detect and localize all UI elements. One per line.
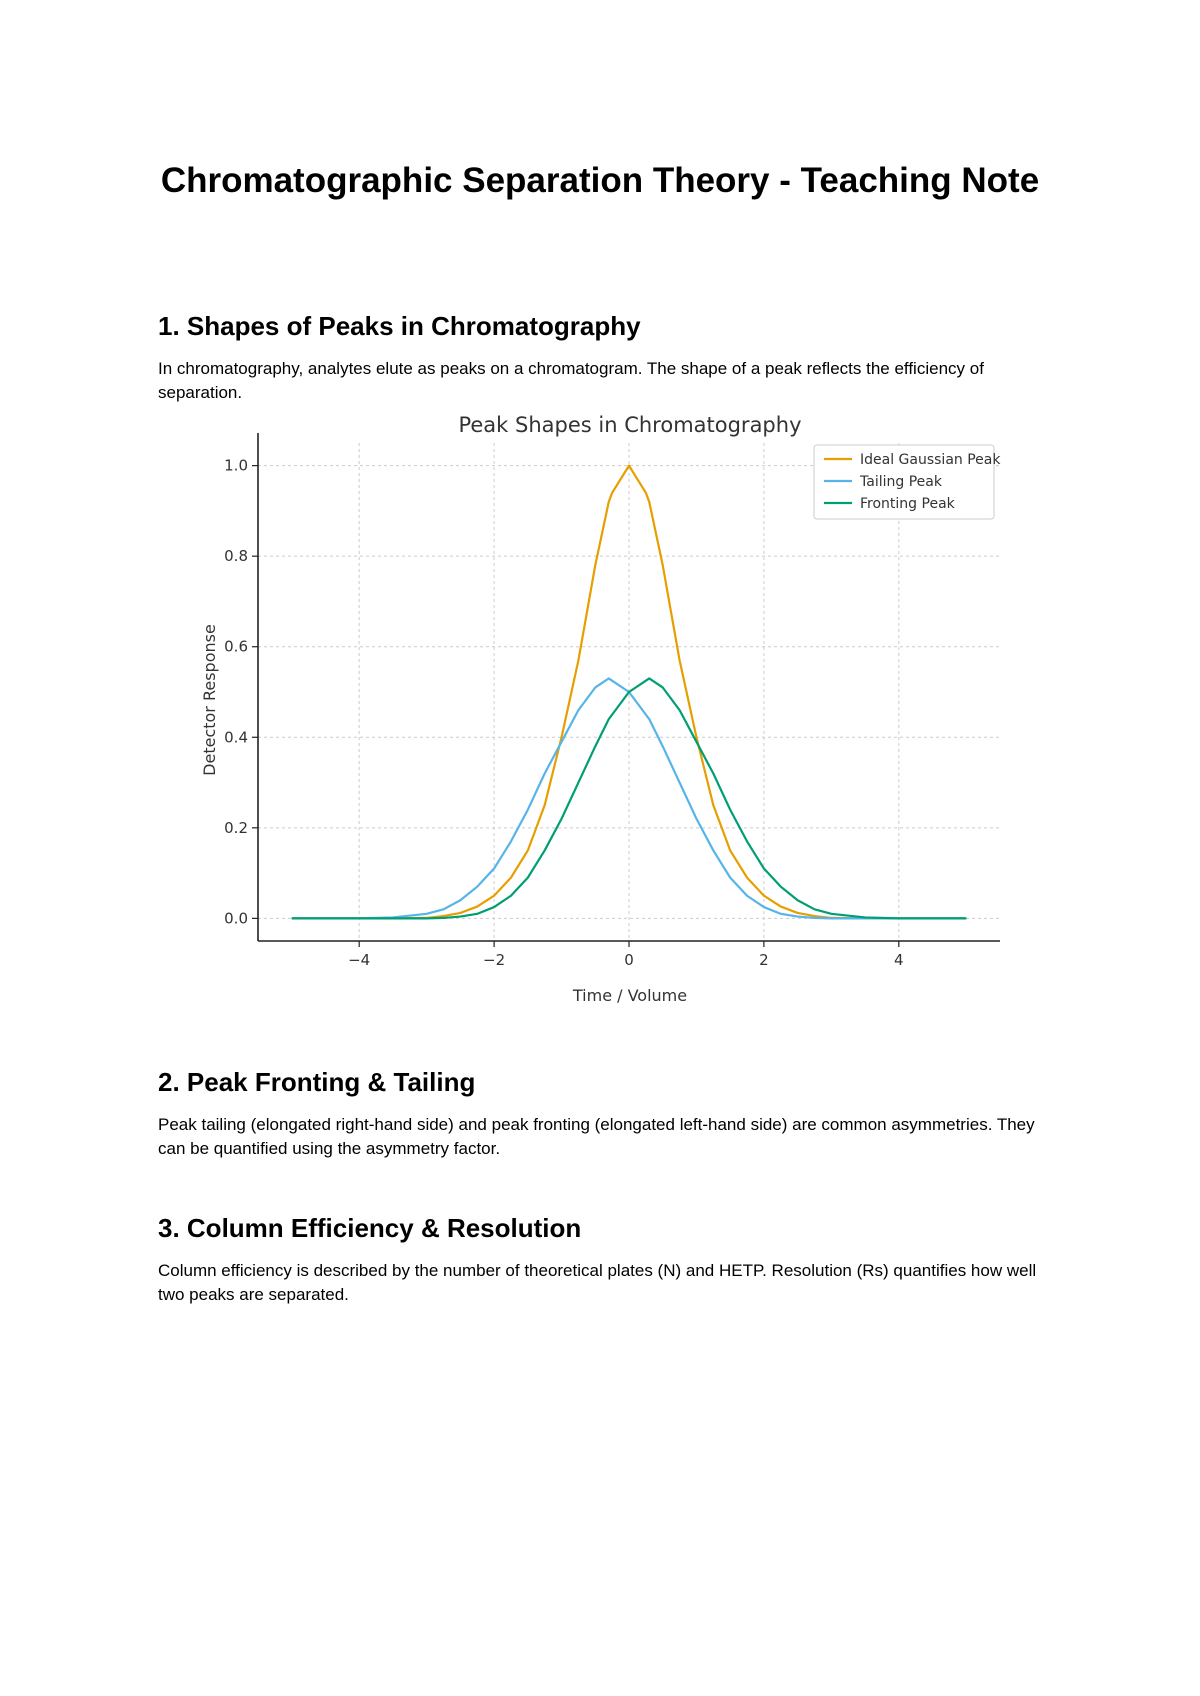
chart-x-axis-label: Time / Volume: [572, 986, 687, 1005]
chart-title: Peak Shapes in Chromatography: [458, 413, 801, 437]
chart-series: [291, 464, 967, 920]
chart-legend: Ideal Gaussian Peak Tailing Peak Fronting …: [813, 444, 1001, 520]
section-1-heading: 1. Shapes of Peaks in Chromatography: [158, 311, 641, 341]
section-3-paragraph: Column efficiency is described by the nu…: [158, 1261, 1037, 1304]
peak-shapes-figure: Peak Shapes in Chromatography Time / Vol…: [190, 408, 1010, 1008]
x-tick-label: 0: [624, 951, 634, 969]
x-tick-label: −2: [483, 951, 505, 969]
section-3-heading: 3. Column Efficiency & Resolution: [158, 1213, 582, 1243]
section-2-heading: 2. Peak Fronting & Tailing: [158, 1067, 476, 1097]
peak-shapes-chart: Peak Shapes in Chromatography Time / Vol…: [200, 413, 1001, 1005]
document-title: Chromatographic Separation Theory - Teac…: [160, 161, 1040, 200]
y-tick-label: 1.0: [224, 457, 248, 475]
y-tick-label: 0.8: [224, 547, 248, 565]
y-tick-label: 0.4: [224, 728, 248, 746]
section-1-paragraph: In chromatography, analytes elute as pea…: [158, 359, 984, 402]
legend-box: [813, 444, 995, 520]
legend-label: Tailing Peak: [859, 474, 943, 490]
x-tick-label: 2: [759, 951, 769, 969]
series-line-3: [291, 677, 967, 920]
y-tick-label: 0.2: [224, 819, 248, 837]
y-tick-label: 0.0: [224, 909, 248, 927]
legend-label: Fronting Peak: [860, 496, 956, 512]
series-line-1: [291, 464, 967, 920]
chart-axes: −4 −2 0 2 4 0.0 0.2 0.4 0.6 0.8 1.0: [224, 433, 1000, 969]
x-tick-label: 4: [894, 951, 904, 969]
chart-y-axis-label: Detector Response: [200, 624, 219, 776]
section-2-paragraph: Peak tailing (elongated right-hand side)…: [158, 1115, 1035, 1158]
x-tick-label: −4: [348, 951, 370, 969]
y-tick-label: 0.6: [224, 638, 248, 656]
legend-label: Ideal Gaussian Peak: [860, 452, 1001, 468]
